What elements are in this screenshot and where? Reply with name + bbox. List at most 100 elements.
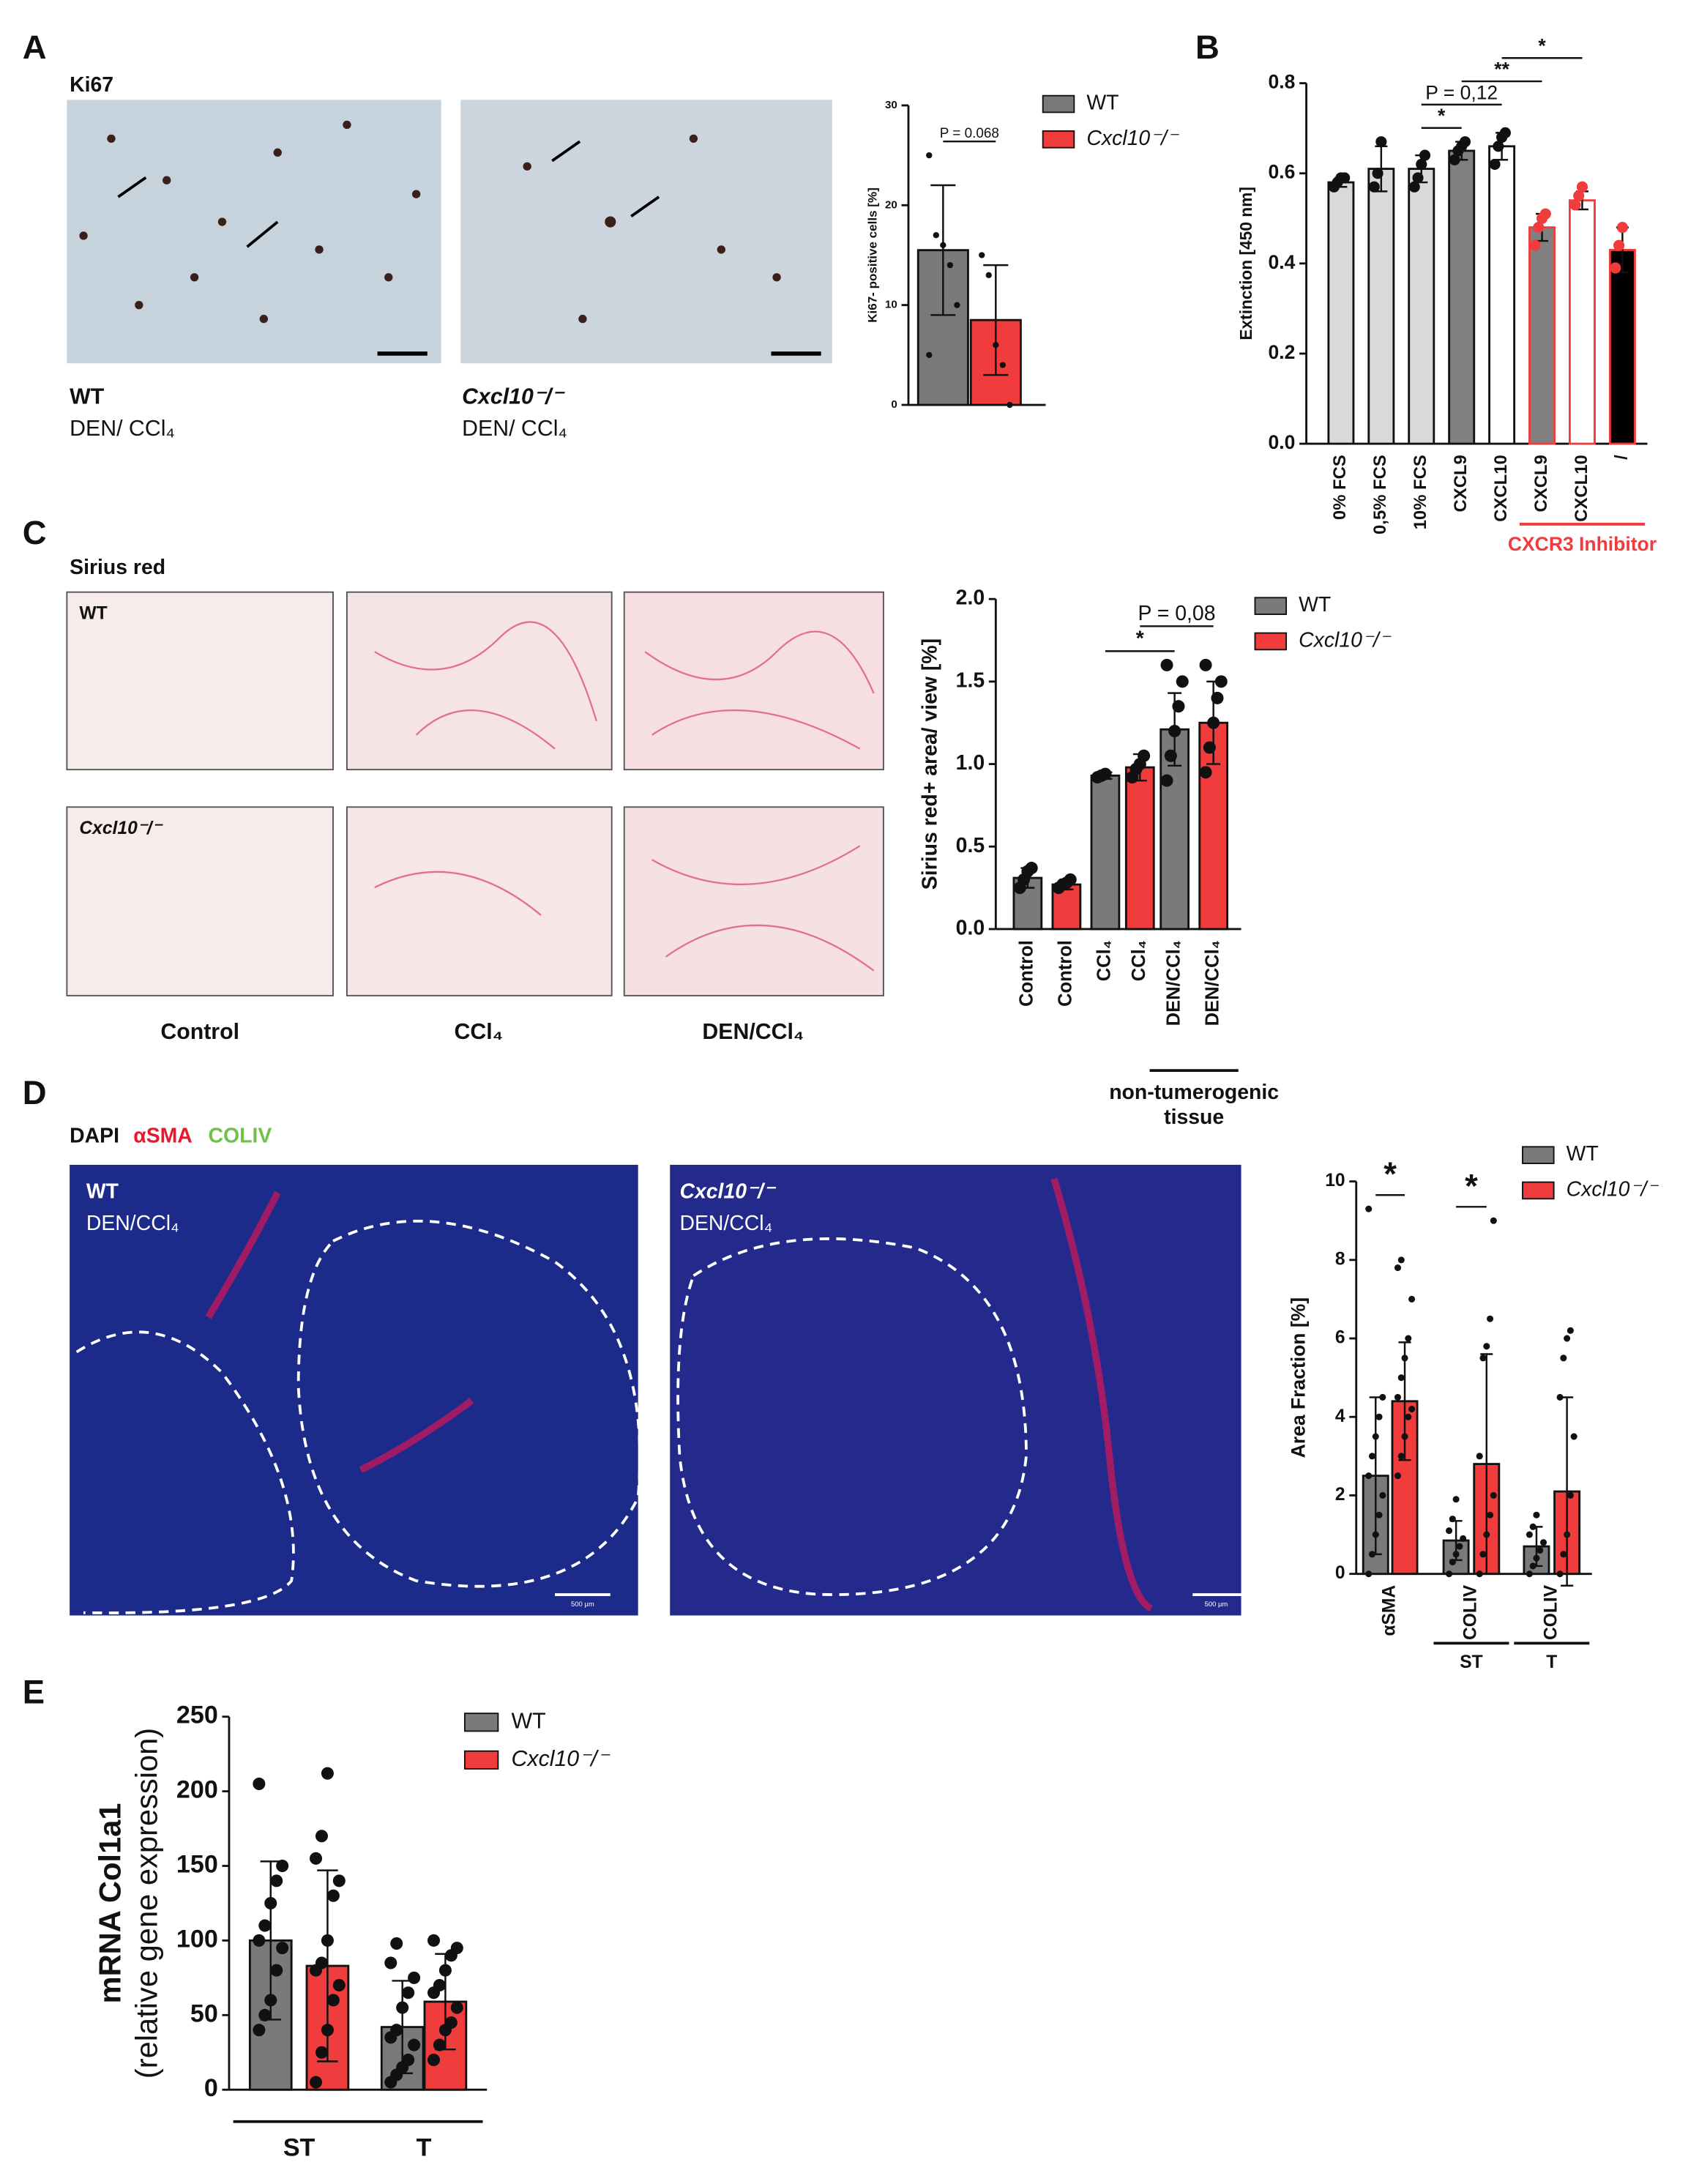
data-point: [384, 1956, 397, 1969]
micrograph: [460, 100, 832, 364]
data-point: [427, 2053, 441, 2066]
legend-swatch: [1522, 1146, 1555, 1164]
y-tick-label: 150: [176, 1851, 218, 1879]
data-point: [1064, 873, 1077, 886]
data-point: [1397, 1374, 1405, 1382]
x-tick-label: 0,5% FCS: [1370, 455, 1390, 534]
image-label: DEN/CCl₄: [679, 1212, 772, 1235]
data-point: [1479, 1354, 1487, 1362]
row-label: WT: [79, 604, 107, 624]
significance-label: *: [1384, 1155, 1397, 1193]
bar: [1568, 199, 1596, 445]
data-point: [258, 1919, 272, 1932]
data-point: [1397, 1256, 1405, 1264]
data-point: [1446, 1570, 1453, 1578]
data-point: [270, 1874, 283, 1887]
data-point: [1452, 1551, 1460, 1558]
data-point: [1560, 1354, 1567, 1362]
data-point: [1412, 172, 1424, 184]
data-point: [1573, 190, 1585, 202]
legend-label: WT: [1086, 92, 1119, 115]
y-axis-label: (relative gene expression): [129, 1728, 163, 2079]
bar: [1327, 181, 1355, 445]
stain-label: DAPI: [70, 1125, 119, 1148]
data-point: [1365, 1472, 1373, 1480]
data-point: [1564, 1335, 1571, 1342]
data-point: [1365, 1570, 1373, 1578]
data-point: [1368, 1453, 1376, 1460]
y-tick-label: 1.0: [956, 751, 985, 775]
data-point: [1499, 127, 1511, 138]
y-axis-label: Sirius red+ area/ view [%]: [919, 638, 942, 890]
y-tick-label: 0: [891, 398, 897, 411]
y-tick-label: 20: [885, 198, 897, 211]
data-point: [1483, 1531, 1490, 1538]
tumor-outline: [75, 1219, 1028, 1614]
panel-letter: A: [23, 29, 47, 66]
data-point: [1529, 239, 1541, 251]
y-tick-label: 4: [1335, 1406, 1345, 1426]
data-point: [1526, 1570, 1533, 1578]
panel-letter: B: [1195, 29, 1220, 66]
data-point: [1372, 168, 1384, 179]
data-point: [1533, 1511, 1540, 1518]
significance-label: *: [1136, 627, 1145, 650]
bar: [1160, 728, 1190, 931]
data-point: [390, 2024, 403, 2037]
data-point: [1199, 766, 1212, 779]
data-point: [433, 1979, 446, 1992]
data-point: [999, 362, 1007, 368]
group-label: T: [1546, 1652, 1557, 1672]
y-tick-label: 10: [885, 299, 897, 311]
micrograph-grid: [66, 591, 884, 996]
data-point: [1576, 181, 1588, 193]
data-point: [396, 2001, 409, 2014]
significance-label: P = 0,12: [1425, 81, 1498, 103]
data-point: [1449, 154, 1460, 165]
data-point: [1379, 1491, 1386, 1499]
x-tick-label: CXCL10: [1491, 455, 1511, 522]
bar: [1608, 248, 1636, 445]
data-point: [1556, 1570, 1564, 1578]
data-point: [1375, 1511, 1383, 1518]
micrograph: [67, 100, 441, 364]
data-point: [1560, 1551, 1567, 1558]
bar: [1448, 149, 1476, 445]
y-tick-label: 30: [885, 99, 897, 111]
y-tick-label: 6: [1335, 1328, 1345, 1348]
group-label: tissue: [1164, 1106, 1224, 1129]
data-point: [402, 2053, 415, 2066]
arrows: [117, 140, 660, 248]
data-point: [1533, 222, 1545, 234]
data-point: [1099, 767, 1112, 780]
scale-label: 500 µm: [1205, 1600, 1228, 1609]
data-point: [1490, 1491, 1497, 1499]
bar: [1367, 168, 1395, 445]
legend-label: Cxcl10⁻/⁻: [1086, 127, 1179, 150]
x-tick-label: CXCL9: [1531, 455, 1551, 512]
data-point: [1449, 1516, 1456, 1523]
x-tick-label: 10% FCS: [1411, 455, 1430, 529]
y-tick-label: 0: [1335, 1563, 1345, 1583]
data-point: [433, 2038, 446, 2051]
data-point: [1397, 1453, 1405, 1460]
scale-label: 500 µm: [571, 1600, 594, 1609]
significance-label: P = 0.068: [940, 126, 999, 141]
y-tick-label: 100: [176, 1925, 218, 1953]
data-point: [1211, 691, 1224, 704]
y-tick-label: 50: [190, 1999, 218, 2027]
x-tick-label: DEN/CCl₄: [1202, 940, 1222, 1026]
data-point: [1487, 1511, 1494, 1518]
data-point: [253, 2024, 266, 2037]
data-point: [321, 2024, 334, 2037]
data-point: [1570, 1433, 1577, 1440]
data-point: [1539, 208, 1551, 220]
data-point: [1446, 1527, 1453, 1535]
data-point: [321, 1934, 334, 1947]
y-tick-label: 0.0: [1269, 431, 1296, 453]
data-point: [1401, 1354, 1408, 1362]
bar: [1124, 766, 1155, 931]
group-label: non-tumerogenic: [1109, 1081, 1279, 1104]
data-point: [1394, 1472, 1402, 1480]
